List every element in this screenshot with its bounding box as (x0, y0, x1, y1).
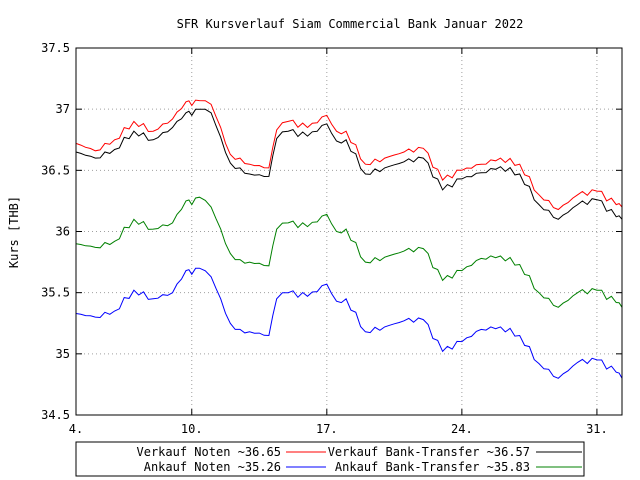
y-tick-label: 35 (56, 347, 70, 361)
series-line-1 (75, 99, 623, 211)
ticks: 34.5 35 35.5 36 36.5 37 37.5 4. 10. 17. 24. 31. (41, 41, 622, 436)
y-tick-label: 37 (56, 102, 70, 116)
plot-lines (75, 99, 623, 379)
x-tick-label: 31. (586, 422, 608, 436)
legend-label: Verkauf Noten ~36.65 (137, 445, 282, 459)
series-line-2 (75, 108, 623, 220)
x-tick-label: 4. (69, 422, 83, 436)
legend-label: Ankauf Noten ~35.26 (144, 460, 281, 474)
legend: Verkauf Noten ~36.65 Verkauf Bank-Transfe… (75, 441, 585, 477)
x-tick-label: 10. (181, 422, 203, 436)
x-tick-label: 17. (316, 422, 338, 436)
series-line-3 (75, 267, 623, 379)
x-tick-label: 24. (451, 422, 473, 436)
legend-label: Verkauf Bank-Transfer ~36.57 (328, 445, 530, 459)
y-tick-label: 36 (56, 225, 70, 239)
y-tick-label: 36.5 (41, 163, 70, 177)
legend-label: Ankauf Bank-Transfer ~35.83 (335, 460, 530, 474)
y-tick-label: 35.5 (41, 286, 70, 300)
chart-title: SFR Kursverlauf Siam Commercial Bank Jan… (177, 17, 524, 31)
legend-box (75, 441, 585, 477)
y-tick-label: 37.5 (41, 41, 70, 55)
series-line-4 (75, 196, 623, 308)
y-tick-label: 34.5 (41, 408, 70, 422)
y-axis-label: Kurs [THB] (7, 196, 21, 268)
grid (76, 48, 622, 415)
